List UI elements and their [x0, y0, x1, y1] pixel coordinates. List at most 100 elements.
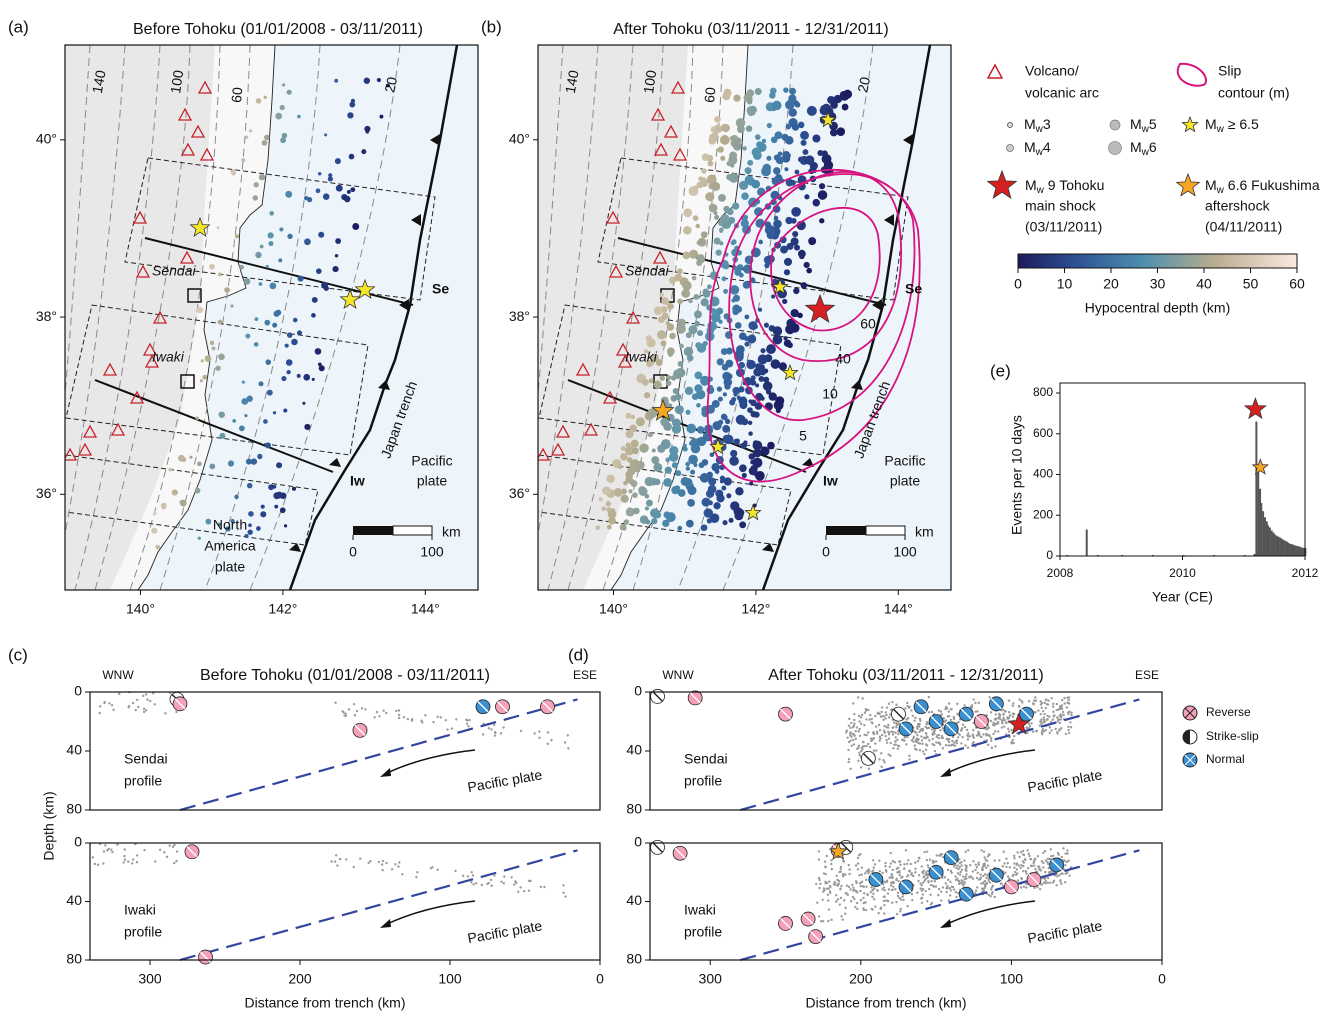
seismicity-dot	[887, 724, 889, 726]
seismicity-dot	[272, 485, 276, 489]
seismicity-dot	[834, 881, 836, 883]
seismicity-dot	[927, 864, 929, 866]
seismicity-dot	[827, 894, 829, 896]
seismicity-dot	[1051, 697, 1053, 699]
legend-text: Volcano/	[1025, 63, 1079, 79]
seismicity-dot	[1056, 732, 1058, 734]
seismicity-dot	[848, 758, 850, 760]
seismicity-dot	[739, 464, 747, 472]
seismicity-dot	[666, 375, 671, 380]
seismicity-dot	[646, 500, 653, 507]
seismicity-dot	[988, 894, 990, 896]
seismicity-dot	[334, 860, 336, 862]
seismicity-dot	[883, 904, 885, 906]
seismicity-dot	[675, 485, 681, 491]
seismicity-dot	[513, 883, 515, 885]
x-tick-label: 2008	[1047, 566, 1074, 580]
seismicity-dot	[907, 874, 909, 876]
seismicity-dot	[853, 743, 855, 745]
seismicity-dot	[682, 281, 691, 290]
seismicity-dot	[239, 425, 245, 431]
seismicity-dot	[259, 381, 264, 386]
seismicity-dot	[914, 871, 916, 873]
seismicity-dot	[259, 282, 263, 286]
seismicity-dot	[865, 718, 867, 720]
seismicity-dot	[633, 508, 640, 515]
legend-text: Strike-slip	[1206, 729, 1259, 743]
seismicity-dot	[883, 886, 885, 888]
seismicity-dot	[1055, 884, 1057, 886]
seismicity-dot	[1061, 856, 1063, 858]
seismicity-dot	[398, 714, 400, 716]
seismicity-dot	[628, 446, 632, 450]
seismicity-dot	[1032, 703, 1034, 705]
seismicity-dot	[692, 276, 697, 281]
seismicity-dot	[793, 288, 799, 294]
seismicity-dot	[272, 323, 277, 328]
seismicity-dot	[1052, 719, 1054, 721]
seismicity-dot	[767, 442, 775, 450]
seismicity-dot	[1047, 699, 1049, 701]
seismicity-dot	[1007, 875, 1009, 877]
seismicity-dot	[866, 745, 868, 747]
seismicity-dot	[261, 505, 265, 509]
seismicity-dot	[1066, 849, 1068, 851]
seismicity-dot	[490, 879, 492, 881]
seismicity-dot	[975, 863, 977, 865]
seismicity-dot	[931, 743, 933, 745]
seismicity-dot	[564, 741, 566, 743]
seismicity-dot	[981, 867, 983, 869]
seismicity-dot	[197, 307, 204, 314]
seismicity-dot	[652, 449, 656, 453]
seismicity-dot	[519, 886, 521, 888]
seismicity-dot	[860, 750, 862, 752]
seismicity-dot	[818, 915, 820, 917]
seismicity-dot	[1012, 716, 1014, 718]
seismicity-dot	[1043, 719, 1045, 721]
seismicity-dot	[1063, 702, 1065, 704]
hist-star	[1245, 398, 1266, 418]
seismicity-dot	[298, 276, 304, 282]
seismicity-dot	[173, 490, 177, 494]
seismicity-dot	[606, 501, 611, 506]
seismicity-dot	[967, 849, 969, 851]
seismicity-dot	[942, 886, 944, 888]
seismicity-dot	[159, 849, 161, 851]
seismicity-dot	[446, 728, 448, 730]
seismicity-dot	[762, 139, 766, 143]
seismicity-dot	[124, 859, 126, 861]
seismicity-dot	[848, 718, 850, 720]
plate-label: Pacific plate	[466, 766, 543, 795]
seismicity-dot	[724, 435, 734, 445]
seismicity-dot	[153, 511, 157, 515]
seismicity-dot	[1008, 717, 1010, 719]
seismicity-dot	[280, 105, 285, 110]
seismicity-dot	[1064, 881, 1066, 883]
seismicity-dot	[523, 890, 525, 892]
seismicity-dot	[853, 733, 855, 735]
seismicity-dot	[708, 478, 716, 486]
seismicity-dot	[1041, 860, 1043, 862]
seismicity-dot	[1002, 865, 1004, 867]
hist-bar	[1289, 544, 1291, 556]
seismicity-dot	[195, 488, 201, 494]
seismicity-dot	[219, 433, 225, 439]
seismicity-dot	[980, 736, 982, 738]
y-tick-label: 80	[626, 951, 642, 967]
seismicity-dot	[840, 897, 842, 899]
profile-name: Iwaki	[124, 902, 156, 918]
seismicity-dot	[836, 127, 845, 136]
seismicity-dot	[892, 876, 894, 878]
seismicity-dot	[168, 468, 172, 472]
seismicity-dot	[947, 744, 949, 746]
seismicity-dot	[470, 871, 472, 873]
seismicity-dot	[944, 876, 946, 878]
seismicity-dot	[786, 124, 792, 130]
seismicity-dot	[726, 161, 731, 166]
seismicity-dot	[744, 315, 749, 320]
seismicity-dot	[941, 713, 943, 715]
seismicity-dot	[863, 886, 865, 888]
seismicity-dot	[307, 197, 312, 202]
place-label: plate	[417, 473, 448, 489]
seismicity-dot	[1042, 866, 1044, 868]
